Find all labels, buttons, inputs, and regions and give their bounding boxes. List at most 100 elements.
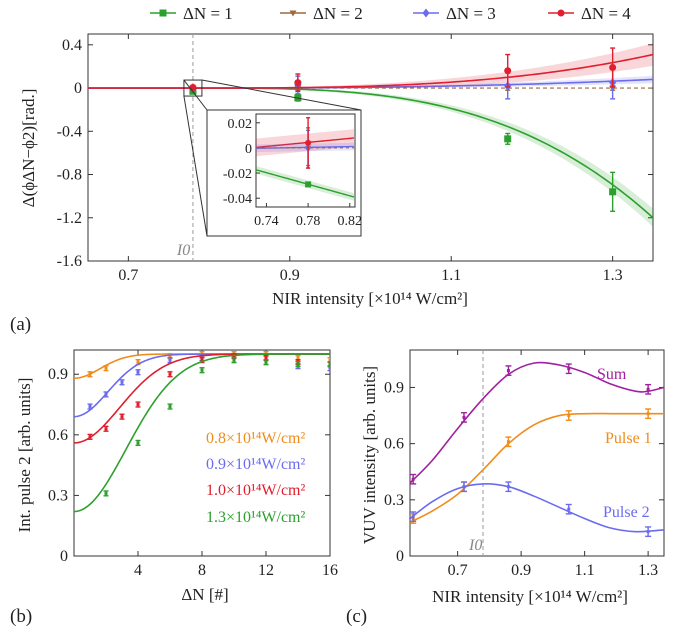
y-tick-label: 0.6 [384, 436, 404, 453]
data-point [136, 370, 140, 374]
data-point [646, 530, 650, 534]
data-point [646, 387, 650, 391]
y-tick-label: -1.2 [57, 210, 82, 227]
legend-item-dn4: ΔN = 4 [548, 4, 631, 23]
data-point [168, 358, 172, 362]
fit-curve [410, 361, 664, 484]
data-point [567, 367, 571, 371]
series-pulse-2 [410, 481, 664, 538]
x-axis-label-c: NIR intensity [×10¹⁴ W/cm²] [432, 587, 628, 606]
data-point [136, 441, 140, 445]
inset-x-tick-label: 0.74 [254, 214, 279, 229]
data-point [136, 360, 140, 364]
y-tick-label: 0 [396, 548, 404, 565]
data-point [189, 84, 197, 92]
panel-label-c: (c) [346, 606, 367, 627]
y-tick-label: -1.6 [57, 253, 82, 270]
legend-marker [557, 9, 565, 17]
data-point [104, 366, 108, 370]
data-point [506, 440, 510, 444]
fit-curve [88, 53, 653, 89]
data-point [506, 369, 510, 373]
confidence-band [88, 87, 653, 227]
x-tick-label: 16 [322, 562, 338, 579]
series-label-dn1: 1.3×10¹⁴W/cm² [206, 509, 305, 526]
inset-y-tick-label: 0.02 [228, 117, 253, 132]
data-point [462, 485, 466, 489]
data-point [104, 491, 108, 495]
x-tick-label: 1.1 [441, 267, 461, 284]
data-point [646, 412, 650, 416]
series-label-dn3: 0.9×10¹⁴W/cm² [206, 456, 305, 473]
data-point [200, 368, 204, 372]
y-axis-label-b: Int. pulse 2 [arb. units] [15, 378, 34, 533]
inset-y-tick-label: -0.04 [223, 192, 252, 207]
data-point [411, 515, 415, 519]
series-label-pulse-1: Pulse 1 [605, 430, 652, 447]
zoom-connector [201, 79, 362, 111]
inset-frame [255, 113, 356, 208]
inset-data-point [305, 181, 312, 188]
data-point [609, 64, 617, 72]
legend-panel-a: ΔN = 1 ΔN = 2 ΔN = 3 ΔN = 4 [150, 4, 631, 23]
series-sum [410, 361, 664, 485]
legend-marker [289, 10, 297, 17]
data-point [567, 414, 571, 418]
inset-data-point [305, 139, 312, 146]
data-point [120, 415, 124, 419]
legend-label: ΔN = 1 [183, 4, 233, 23]
data-point [120, 380, 124, 384]
series-dn1 [88, 87, 653, 227]
y-tick-label: 0.6 [48, 427, 68, 444]
series-label-pulse-2: Pulse 2 [603, 504, 650, 521]
y-tick-label: 0 [60, 548, 68, 565]
data-point [264, 360, 268, 364]
series-label-dn4: 1.0×10¹⁴W/cm² [206, 482, 305, 499]
data-point [296, 356, 300, 360]
inset-fit-curve [255, 137, 355, 149]
i0-label-a: I0 [176, 242, 190, 259]
data-point [294, 79, 302, 87]
x-tick-label: 0.9 [511, 562, 531, 579]
y-tick-label: 0.9 [48, 366, 68, 383]
data-point [136, 403, 140, 407]
panel-label-a: (a) [10, 314, 31, 335]
y-tick-label: 0.4 [62, 37, 82, 54]
data-point [200, 358, 204, 362]
x-axis-label-b: ΔN [#] [181, 585, 228, 604]
panel-b: 4 8 12 16 0 0.3 0.6 0.9 0.8×10¹⁴W/cm² 0.9×10¹⁴W/… [10, 349, 338, 627]
fit-curve [410, 483, 664, 533]
error-bar [327, 356, 330, 364]
y-axis-label-c: VUV intensity [arb. units] [360, 366, 379, 544]
legend-item-dn2: ΔN = 2 [280, 4, 363, 23]
x-tick-label: 1.3 [603, 267, 623, 284]
inset-x-tick-label: 0.78 [296, 214, 321, 229]
x-tick-label: 12 [258, 562, 274, 579]
y-tick-label: 0.9 [384, 379, 404, 396]
legend-marker [422, 8, 430, 18]
fit-curve [74, 353, 330, 418]
data-point [328, 366, 330, 370]
inset-fit-curve [255, 169, 355, 198]
inset-fit-curve [255, 145, 354, 150]
legend-marker [159, 9, 167, 17]
data-point [462, 415, 466, 419]
y-tick-label: 0 [74, 80, 82, 97]
legend-item-dn3: ΔN = 3 [413, 4, 496, 23]
i0-label-c: I0 [468, 537, 482, 554]
data-point [168, 372, 172, 376]
data-point [104, 392, 108, 396]
x-tick-label: 1.3 [638, 562, 658, 579]
data-point [411, 477, 415, 481]
inset-x-tick-label: 0.82 [338, 214, 363, 229]
data-point [504, 135, 512, 143]
error-bar [327, 365, 330, 372]
data-point [232, 358, 236, 362]
data-point [88, 405, 92, 409]
data-point [296, 362, 300, 366]
data-point [567, 507, 571, 511]
data-point [328, 362, 330, 366]
data-point [168, 354, 172, 358]
plot-frame-a [87, 33, 654, 262]
